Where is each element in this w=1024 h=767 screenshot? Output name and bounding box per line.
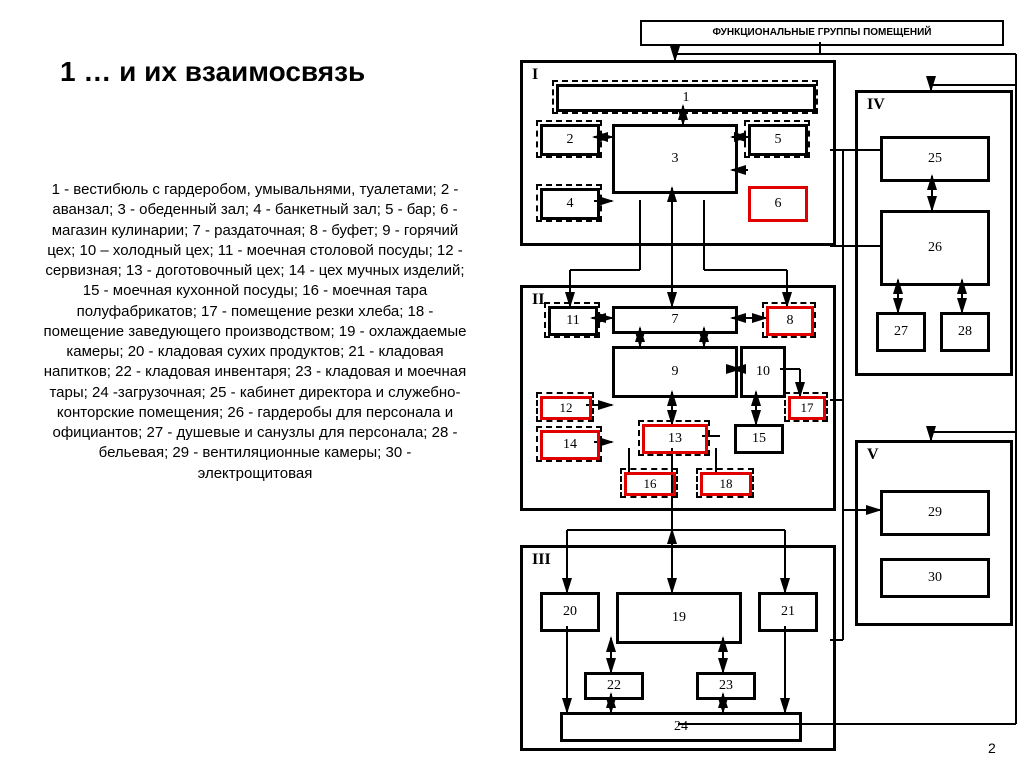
room-box-22: 22: [584, 672, 644, 700]
page-title: 1 … и их взаимосвязь: [60, 56, 365, 88]
zone-label-IV: IV: [867, 96, 885, 114]
room-box-30: 30: [880, 558, 990, 598]
diagram-header: ФУНКЦИОНАЛЬНЫЕ ГРУППЫ ПОМЕЩЕНИЙ: [640, 20, 1004, 46]
room-box-24: 24: [560, 712, 802, 742]
room-box-18: 18: [700, 472, 752, 496]
room-box-11: 11: [548, 306, 598, 336]
room-box-17: 17: [788, 396, 826, 420]
room-box-26: 26: [880, 210, 990, 286]
room-box-3: 3: [612, 124, 738, 194]
room-box-10: 10: [740, 346, 786, 398]
room-box-2: 2: [540, 124, 600, 156]
room-box-25: 25: [880, 136, 990, 182]
room-box-13: 13: [642, 424, 708, 454]
room-box-16: 16: [624, 472, 676, 496]
room-box-4: 4: [540, 188, 600, 220]
room-box-15: 15: [734, 424, 784, 454]
room-box-14: 14: [540, 430, 600, 460]
legend-text: 1 - вестибюль с гардеробом, умывальнями,…: [40, 180, 470, 484]
zone-label-II: II: [532, 291, 544, 309]
room-box-28: 28: [940, 312, 990, 352]
room-box-21: 21: [758, 592, 818, 632]
room-box-27: 27: [876, 312, 926, 352]
room-box-8: 8: [766, 306, 814, 336]
room-box-6: 6: [748, 186, 808, 222]
room-box-19: 19: [616, 592, 742, 644]
room-box-1: 1: [556, 84, 816, 112]
slide-number: 2: [988, 740, 996, 756]
room-box-29: 29: [880, 490, 990, 536]
room-box-12: 12: [540, 396, 592, 420]
room-box-23: 23: [696, 672, 756, 700]
zone-label-III: III: [532, 551, 551, 569]
zone-label-I: I: [532, 66, 538, 84]
room-box-20: 20: [540, 592, 600, 632]
room-box-7: 7: [612, 306, 738, 334]
zone-label-V: V: [867, 446, 879, 464]
room-box-5: 5: [748, 124, 808, 156]
room-box-9: 9: [612, 346, 738, 398]
